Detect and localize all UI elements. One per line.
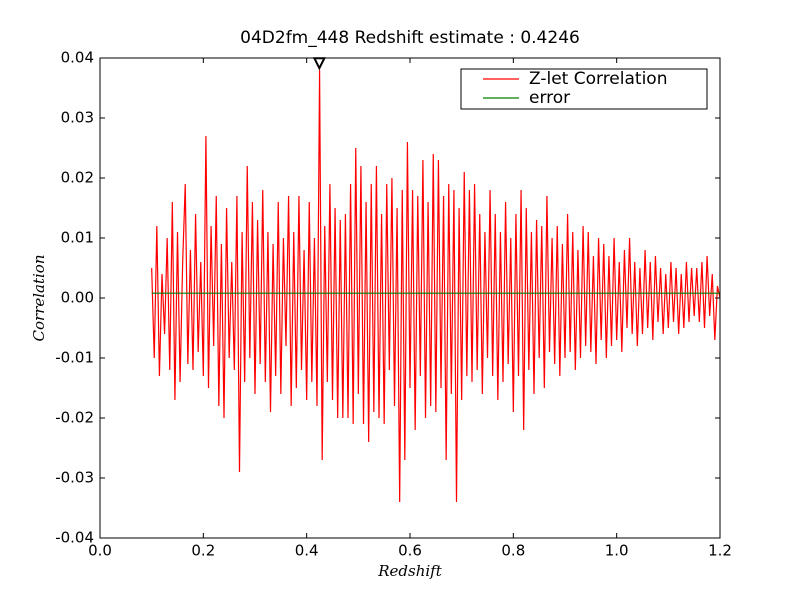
y-tick-label: -0.01 bbox=[55, 349, 94, 367]
x-tick-label: 1.0 bbox=[605, 542, 629, 560]
y-tick-label: 0.00 bbox=[61, 289, 94, 307]
data-line bbox=[151, 69, 721, 503]
legend-label: error bbox=[529, 88, 570, 108]
x-tick-label: 0.0 bbox=[88, 542, 112, 560]
legend-label: Z-let Correlation bbox=[529, 69, 667, 89]
y-tick-label: 0.02 bbox=[61, 169, 94, 187]
chart-title: 04D2fm_448 Redshift estimate : 0.4246 bbox=[240, 28, 580, 48]
y-tick-label: 0.04 bbox=[61, 49, 94, 67]
x-tick-label: 1.2 bbox=[708, 542, 732, 560]
peak-marker bbox=[312, 57, 326, 71]
x-tick-label: 0.8 bbox=[501, 542, 525, 560]
y-tick-label: 0.01 bbox=[61, 229, 94, 247]
x-tick-label: 0.4 bbox=[295, 542, 319, 560]
y-tick-label: 0.03 bbox=[61, 109, 94, 127]
x-axis-label: Redshift bbox=[377, 562, 442, 580]
legend-box bbox=[460, 68, 708, 110]
y-tick-label: -0.04 bbox=[55, 529, 94, 547]
x-tick-label: 0.6 bbox=[398, 542, 422, 560]
y-axis-label: Correlation bbox=[30, 255, 48, 342]
y-tick-label: -0.03 bbox=[55, 469, 94, 487]
x-tick-label: 0.2 bbox=[191, 542, 215, 560]
y-tick-label: -0.02 bbox=[55, 409, 94, 427]
